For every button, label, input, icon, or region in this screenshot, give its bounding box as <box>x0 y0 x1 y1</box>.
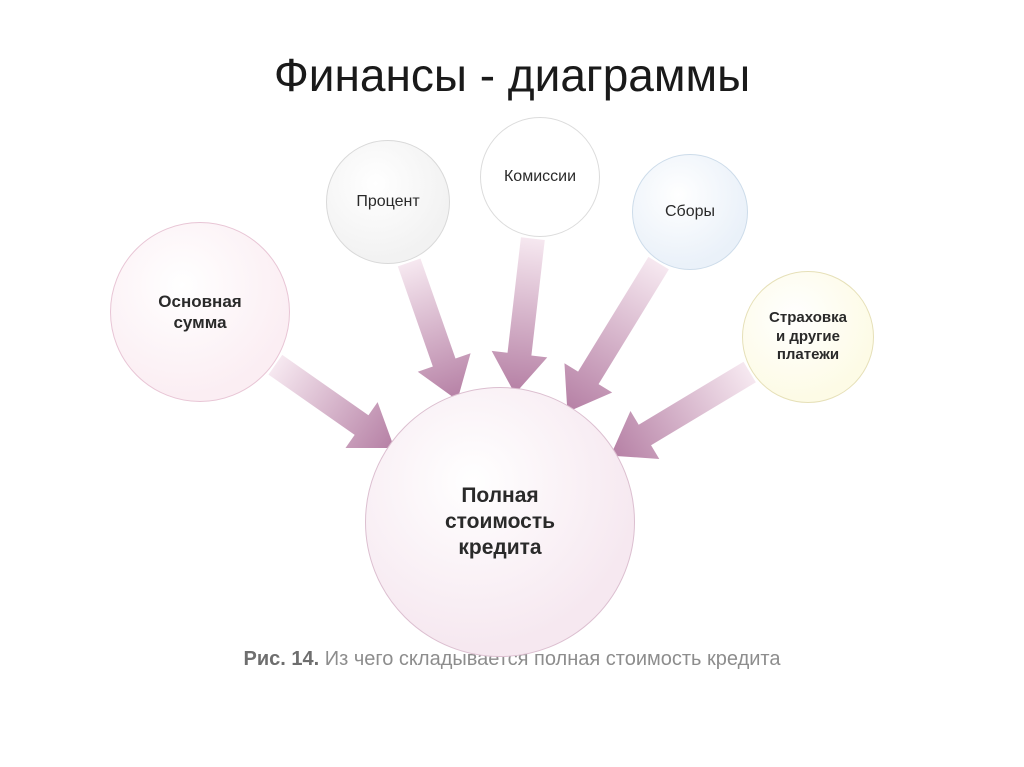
arrow <box>596 348 764 480</box>
credit-cost-diagram: Полная стоимость кредита Основная сумма Пр… <box>0 102 1024 642</box>
bubble-label-interest: Процент <box>356 192 419 212</box>
figure-number: Рис. 14. <box>244 648 320 670</box>
bubble-insurance: Страховка и другие платежи <box>742 271 874 403</box>
bubble-label-commissions: Комиссии <box>504 167 576 187</box>
bubble-central: Полная стоимость кредита <box>365 387 635 657</box>
arrow <box>383 253 484 409</box>
bubble-interest: Процент <box>326 140 450 264</box>
page-title: Финансы - диаграммы <box>0 0 1024 102</box>
figure-caption-text: Из чего складывается полная стоимость кр… <box>319 648 780 670</box>
bubble-principal: Основная сумма <box>110 222 290 402</box>
bubble-label-central: Полная стоимость кредита <box>445 483 555 562</box>
bubble-label-insurance: Страховка и другие платежи <box>769 309 847 365</box>
arrow <box>487 235 561 397</box>
bubble-fees: Сборы <box>632 154 748 270</box>
arrow <box>544 249 683 427</box>
bubble-commissions: Комиссии <box>480 117 600 237</box>
bubble-label-fees: Сборы <box>665 202 715 222</box>
bubble-label-principal: Основная сумма <box>158 291 241 334</box>
